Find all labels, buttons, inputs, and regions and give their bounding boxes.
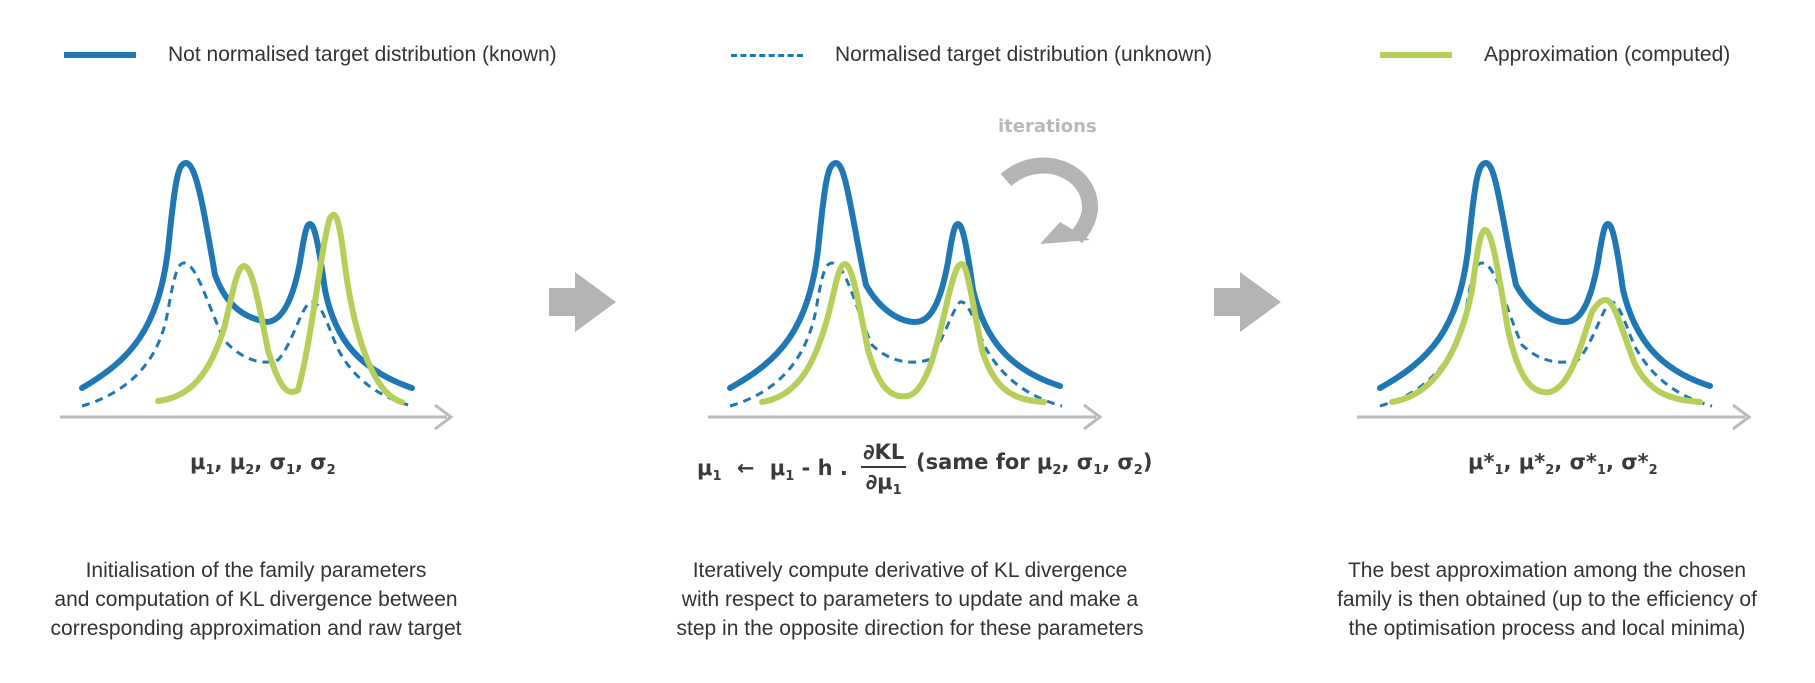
- update-rule: μ1 ← μ1 - h . ∂KL ∂μ1: [697, 440, 907, 498]
- panel-iterate: [708, 157, 1103, 431]
- init-params: μ1, μ2, σ1, σ2: [190, 450, 336, 478]
- legend-label: Not normalised target distribution (know…: [168, 43, 557, 66]
- panel-result: [1357, 159, 1752, 431]
- step-arrow-icon: [549, 272, 616, 332]
- derivative-fraction: ∂KL ∂μ1: [861, 440, 907, 498]
- target-curve: [727, 159, 1063, 391]
- iterations-loop-icon: [1000, 157, 1098, 244]
- same-for-note: (same for μ2, σ1, σ2): [916, 450, 1153, 478]
- normalised-target-curve: [729, 261, 1063, 408]
- legend-label: Normalised target distribution (unknown): [835, 43, 1213, 66]
- result-params: μ*1, μ*2, σ*1, σ*2: [1468, 450, 1658, 478]
- caption-init: Initialisation of the family parameters …: [50, 559, 462, 640]
- legend-swatch-solid-green: [1380, 52, 1452, 58]
- normalised-target-curve: [81, 261, 413, 408]
- target-curve: [1377, 159, 1713, 391]
- x-axis-arrowhead: [1732, 403, 1752, 431]
- legend-label: Approximation (computed): [1484, 43, 1731, 66]
- target-curve: [79, 159, 415, 391]
- approximation-curve: [155, 211, 405, 405]
- legend-item-approximation: Approximation (computed): [1380, 38, 1730, 72]
- legend-item-target: Not normalised target distribution (know…: [64, 38, 557, 72]
- step-arrow-icon: [1214, 272, 1281, 332]
- approximation-curve: [1389, 226, 1703, 405]
- iterations-label: iterations: [998, 116, 1097, 137]
- legend-item-normalised: Normalised target distribution (unknown): [731, 38, 1212, 72]
- caption-iterate: Iteratively compute derivative of KL div…: [676, 559, 1144, 640]
- legend-swatch-dashed-blue: [731, 53, 803, 57]
- panel-init: [60, 159, 454, 431]
- legend-swatch-solid-blue: [64, 52, 136, 58]
- x-axis-arrowhead: [1083, 403, 1103, 431]
- approximation-curve: [759, 260, 1047, 405]
- x-axis-arrowhead: [434, 403, 454, 431]
- caption-result: The best approximation among the chosen …: [1337, 559, 1757, 640]
- iterations-loop-arrowhead: [1040, 222, 1090, 244]
